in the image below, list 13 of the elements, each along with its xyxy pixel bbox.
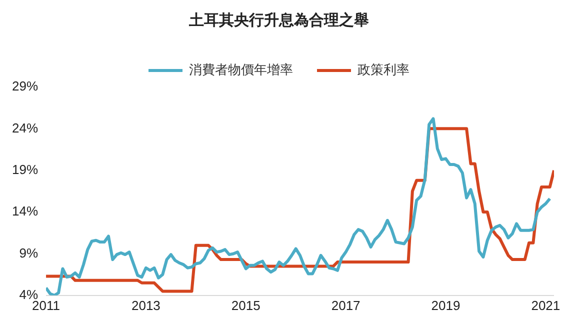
chart-title: 土耳其央行升息為合理之舉 (188, 11, 369, 30)
y-tick-label: 14% (12, 204, 38, 219)
x-tick-label: 2015 (231, 298, 260, 313)
y-tick-label: 29% (12, 78, 38, 94)
x-tick-label: 2019 (431, 298, 460, 313)
y-tick-label: 24% (12, 120, 38, 136)
legend-label: 消費者物價年增率 (189, 62, 293, 78)
x-tick-label: 2013 (131, 298, 160, 313)
x-tick-label: 2017 (331, 298, 360, 313)
legend-label: 政策利率 (358, 62, 410, 78)
y-tick-label: 9% (19, 245, 38, 260)
x-tick-label: 2021 (531, 298, 560, 313)
y-tick-label: 19% (12, 162, 38, 177)
